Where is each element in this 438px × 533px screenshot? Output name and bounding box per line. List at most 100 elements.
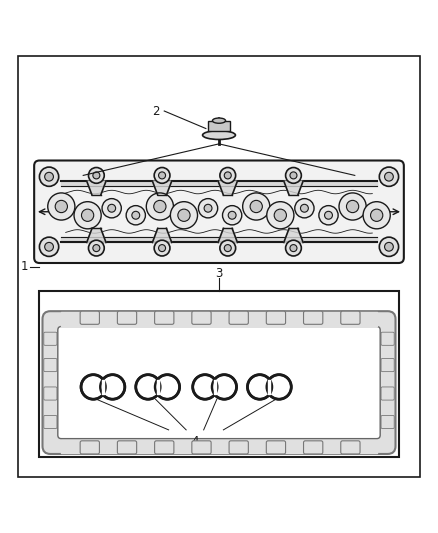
Circle shape: [178, 209, 190, 221]
Circle shape: [88, 167, 104, 183]
FancyBboxPatch shape: [304, 441, 323, 454]
Circle shape: [212, 375, 237, 399]
Circle shape: [155, 375, 180, 399]
Circle shape: [159, 172, 166, 179]
Circle shape: [48, 193, 75, 220]
FancyBboxPatch shape: [155, 311, 174, 324]
FancyBboxPatch shape: [341, 311, 360, 324]
Circle shape: [146, 193, 173, 220]
Polygon shape: [284, 181, 303, 195]
Circle shape: [154, 167, 170, 183]
FancyBboxPatch shape: [58, 327, 380, 439]
Bar: [39, 290, 399, 457]
Polygon shape: [218, 229, 237, 243]
Circle shape: [154, 240, 170, 256]
FancyBboxPatch shape: [192, 311, 211, 324]
Circle shape: [220, 240, 236, 256]
FancyBboxPatch shape: [44, 415, 57, 429]
Circle shape: [126, 206, 145, 225]
Circle shape: [88, 240, 104, 256]
Circle shape: [371, 209, 383, 221]
Circle shape: [45, 243, 53, 251]
Circle shape: [93, 172, 100, 179]
Circle shape: [132, 211, 140, 219]
Text: 2: 2: [152, 104, 160, 117]
Circle shape: [247, 375, 272, 399]
Circle shape: [224, 245, 231, 252]
Circle shape: [154, 200, 166, 213]
FancyBboxPatch shape: [44, 387, 57, 400]
Circle shape: [55, 200, 67, 213]
Polygon shape: [152, 181, 172, 195]
Circle shape: [220, 167, 236, 183]
Circle shape: [39, 237, 59, 256]
Circle shape: [274, 209, 286, 221]
Polygon shape: [218, 181, 237, 195]
Circle shape: [267, 375, 291, 399]
FancyBboxPatch shape: [266, 311, 286, 324]
Circle shape: [193, 375, 217, 399]
Circle shape: [39, 167, 59, 187]
FancyBboxPatch shape: [381, 387, 394, 400]
FancyBboxPatch shape: [381, 332, 394, 345]
Circle shape: [385, 172, 393, 181]
Polygon shape: [87, 229, 106, 243]
Circle shape: [385, 243, 393, 251]
Circle shape: [136, 375, 160, 399]
Circle shape: [267, 201, 294, 229]
Circle shape: [300, 204, 308, 212]
Circle shape: [223, 206, 242, 225]
Circle shape: [379, 167, 399, 187]
Circle shape: [295, 199, 314, 218]
FancyBboxPatch shape: [80, 441, 99, 454]
FancyBboxPatch shape: [155, 441, 174, 454]
Circle shape: [379, 237, 399, 256]
Circle shape: [290, 245, 297, 252]
Circle shape: [243, 193, 270, 220]
Circle shape: [108, 204, 116, 212]
Polygon shape: [152, 229, 172, 243]
FancyBboxPatch shape: [304, 311, 323, 324]
FancyBboxPatch shape: [229, 441, 248, 454]
FancyBboxPatch shape: [34, 160, 404, 263]
Polygon shape: [87, 181, 106, 195]
Circle shape: [224, 172, 231, 179]
FancyBboxPatch shape: [381, 415, 394, 429]
FancyBboxPatch shape: [117, 441, 137, 454]
Circle shape: [81, 375, 106, 399]
Circle shape: [45, 172, 53, 181]
FancyBboxPatch shape: [208, 120, 230, 131]
Circle shape: [100, 375, 125, 399]
FancyBboxPatch shape: [44, 359, 57, 372]
FancyBboxPatch shape: [117, 311, 137, 324]
Circle shape: [363, 201, 390, 229]
Polygon shape: [284, 229, 303, 243]
Text: 3: 3: [215, 266, 223, 280]
Text: 1: 1: [20, 260, 28, 273]
Circle shape: [290, 172, 297, 179]
Circle shape: [346, 200, 359, 213]
Text: 4: 4: [191, 435, 199, 448]
Circle shape: [159, 245, 166, 252]
Circle shape: [170, 201, 198, 229]
FancyBboxPatch shape: [341, 441, 360, 454]
Circle shape: [81, 209, 94, 221]
Ellipse shape: [212, 118, 226, 123]
FancyBboxPatch shape: [229, 311, 248, 324]
Circle shape: [286, 240, 301, 256]
Circle shape: [102, 199, 121, 218]
Ellipse shape: [202, 131, 236, 140]
Circle shape: [250, 200, 262, 213]
Circle shape: [325, 211, 332, 219]
FancyBboxPatch shape: [44, 332, 57, 345]
Circle shape: [74, 201, 101, 229]
Circle shape: [228, 211, 236, 219]
FancyBboxPatch shape: [192, 441, 211, 454]
Circle shape: [204, 204, 212, 212]
FancyBboxPatch shape: [42, 311, 396, 454]
Circle shape: [319, 206, 338, 225]
FancyBboxPatch shape: [80, 311, 99, 324]
FancyBboxPatch shape: [381, 359, 394, 372]
Circle shape: [93, 245, 100, 252]
Circle shape: [339, 193, 366, 220]
